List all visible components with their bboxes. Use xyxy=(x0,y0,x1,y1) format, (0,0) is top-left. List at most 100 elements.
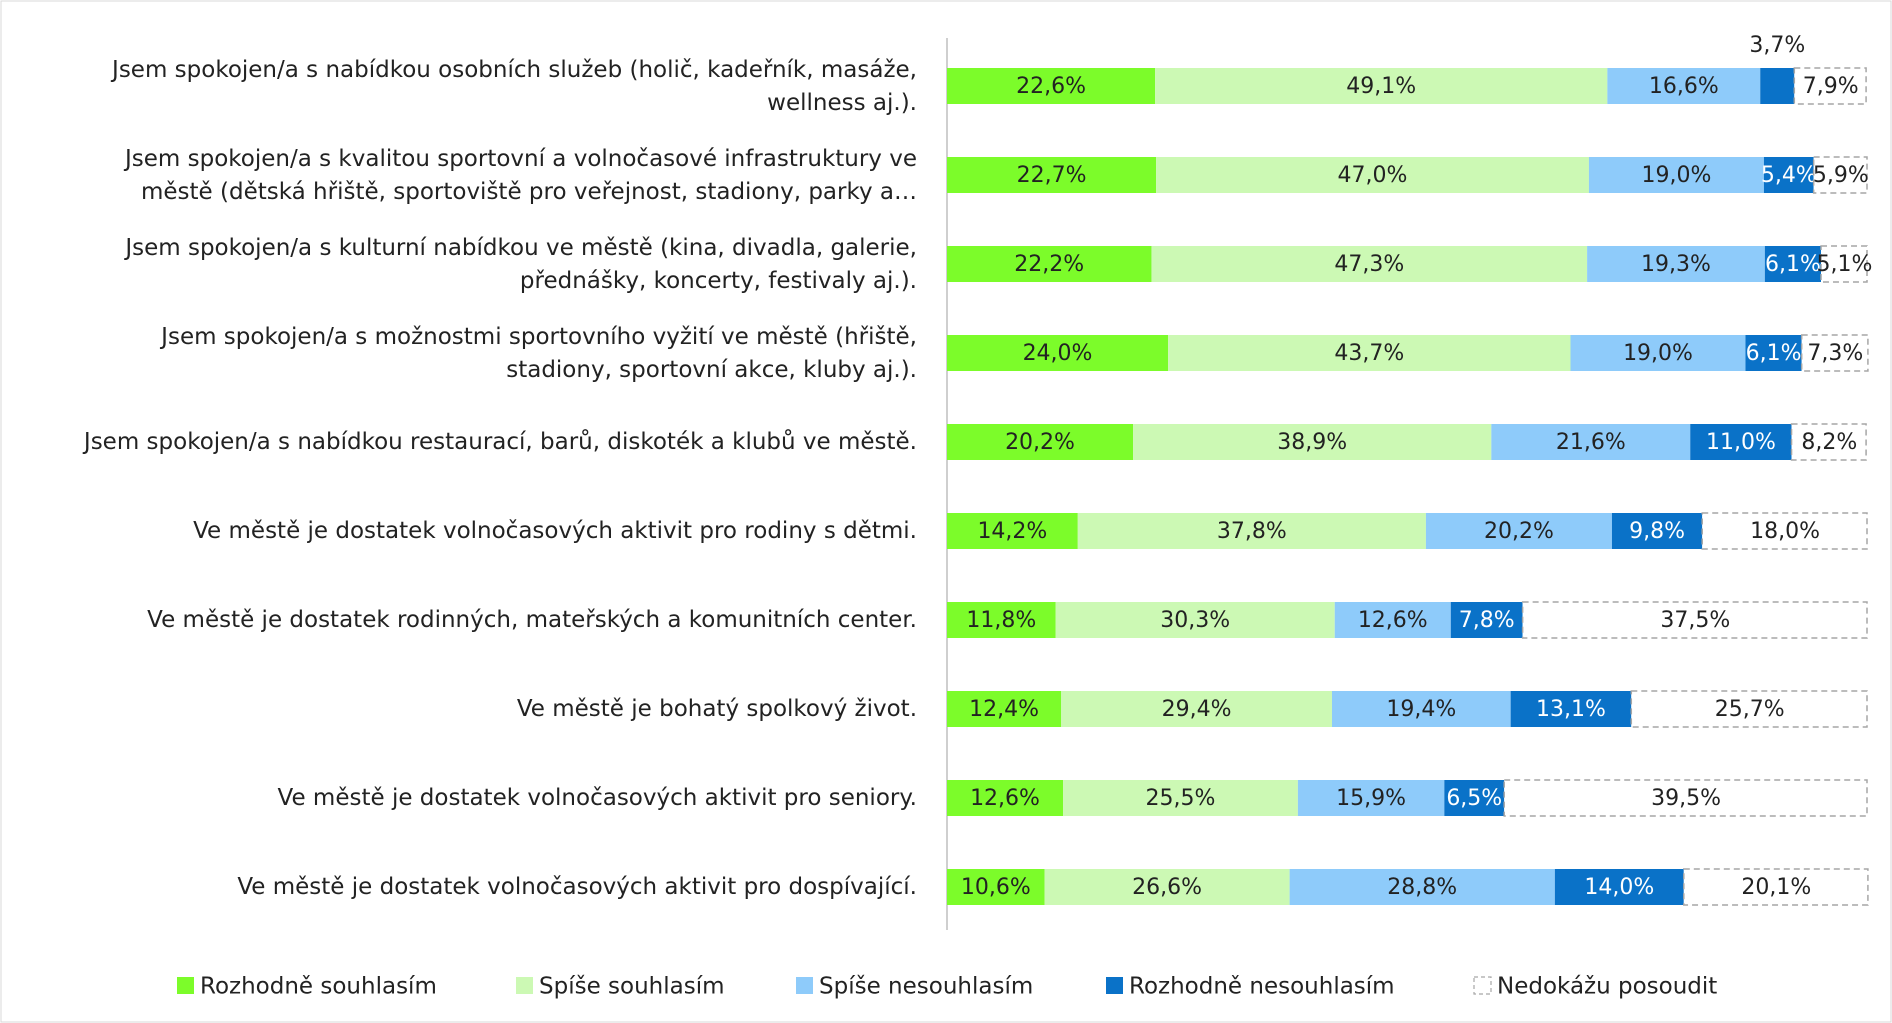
bar-segment xyxy=(1764,246,1822,282)
bar-segment xyxy=(1331,691,1511,727)
bar-segment xyxy=(947,691,1062,727)
value-label: 10,6% xyxy=(961,875,1031,900)
category-label: Jsem spokojen/a s kvalitou sportovní a v… xyxy=(125,145,917,205)
bar-segment xyxy=(1588,157,1764,193)
value-label: 21,6% xyxy=(1556,430,1626,455)
value-label: 37,5% xyxy=(1660,608,1730,633)
category-label: Ve městě je dostatek rodinných, mateřský… xyxy=(147,607,917,634)
value-label: 38,9% xyxy=(1277,430,1347,455)
value-label: 5,1% xyxy=(1817,252,1873,277)
legend-swatch xyxy=(516,977,533,994)
legend-label: Spíše nesouhlasím xyxy=(819,974,1033,1000)
bar-segment xyxy=(1503,779,1868,817)
value-label: 12,6% xyxy=(970,786,1040,811)
bar-segment xyxy=(1450,602,1523,638)
bar-segment xyxy=(947,513,1078,549)
value-label: 18,0% xyxy=(1750,519,1820,544)
value-label: 5,9% xyxy=(1813,163,1869,188)
legend-swatch xyxy=(1106,977,1123,994)
category-label: Ve městě je dostatek volnočasových aktiv… xyxy=(277,785,917,812)
bar-segment xyxy=(1745,335,1802,371)
bar-segment xyxy=(1044,869,1290,905)
bar-segment xyxy=(1168,335,1571,371)
value-label: 47,0% xyxy=(1338,163,1408,188)
value-label: 37,8% xyxy=(1217,519,1287,544)
value-label: 7,8% xyxy=(1459,608,1515,633)
bar-segment xyxy=(1297,780,1445,816)
value-label: 22,6% xyxy=(1016,74,1086,99)
bar-segment xyxy=(947,780,1064,816)
value-label: 13,1% xyxy=(1536,697,1606,722)
value-label: 9,8% xyxy=(1629,519,1685,544)
bar-segment xyxy=(1820,245,1868,283)
bar-segment xyxy=(1063,780,1298,816)
bar-segment xyxy=(1793,67,1867,105)
legend-label: Nedokážu posoudit xyxy=(1497,974,1717,1000)
bar-segment xyxy=(947,602,1056,638)
bar-segment xyxy=(1812,156,1868,194)
value-label: 14,2% xyxy=(977,519,1047,544)
value-label: 20,2% xyxy=(1484,519,1554,544)
category-label: Ve městě je bohatý spolkový život. xyxy=(516,696,917,723)
value-label: 19,3% xyxy=(1641,252,1711,277)
value-label: 29,4% xyxy=(1162,697,1232,722)
value-label: 16,6% xyxy=(1649,74,1719,99)
value-label: 6,1% xyxy=(1765,252,1821,277)
value-label: 20,2% xyxy=(1005,430,1075,455)
bar-segment xyxy=(1425,513,1612,549)
value-label: 22,2% xyxy=(1014,252,1084,277)
bar-segment xyxy=(1444,780,1505,816)
value-label: 22,7% xyxy=(1017,163,1087,188)
value-label: 12,6% xyxy=(1358,608,1428,633)
bar-segment xyxy=(1587,246,1765,282)
value-label: 19,4% xyxy=(1386,697,1456,722)
bar-segment xyxy=(1155,68,1608,104)
bar-segment xyxy=(1133,424,1492,460)
category-label: Jsem spokojen/a s kulturní nabídkou ve m… xyxy=(125,234,917,294)
bar-segment xyxy=(1701,512,1868,550)
category-label: Ve městě je dostatek volnočasových aktiv… xyxy=(193,518,917,545)
value-label: 7,3% xyxy=(1807,341,1863,366)
bar-segment xyxy=(1289,869,1555,905)
value-label: 5,4% xyxy=(1761,163,1817,188)
value-label: 49,1% xyxy=(1346,74,1416,99)
value-label: 14,0% xyxy=(1584,875,1654,900)
value-label: 39,5% xyxy=(1651,786,1721,811)
legend-label: Rozhodně nesouhlasím xyxy=(1129,974,1395,1000)
bar-segment xyxy=(1061,691,1332,727)
legend-swatch xyxy=(177,977,194,994)
value-label: 3,7% xyxy=(1749,33,1805,58)
bar-segment xyxy=(1491,424,1691,460)
bar-segment xyxy=(1800,334,1869,372)
bar-segment xyxy=(947,68,1156,104)
value-label: 28,8% xyxy=(1387,875,1457,900)
value-label: 6,5% xyxy=(1446,786,1502,811)
bar-segment xyxy=(1611,513,1703,549)
value-label: 8,2% xyxy=(1801,430,1857,455)
value-label: 25,7% xyxy=(1715,697,1785,722)
bar-segment xyxy=(947,424,1134,460)
bar-segment xyxy=(1570,335,1746,371)
category-label: Ve městě je dostatek volnočasových aktiv… xyxy=(237,874,917,901)
bar-segment xyxy=(1055,602,1335,638)
bar-segment xyxy=(947,335,1169,371)
value-label: 6,1% xyxy=(1746,341,1802,366)
bar-segment xyxy=(947,157,1157,193)
value-label: 15,9% xyxy=(1336,786,1406,811)
legend-swatch xyxy=(1473,976,1492,995)
value-label: 26,6% xyxy=(1132,875,1202,900)
legend-swatch xyxy=(796,977,813,994)
value-label: 43,7% xyxy=(1334,341,1404,366)
bar-segment xyxy=(1521,601,1868,639)
bar-segment xyxy=(947,869,1045,905)
bar-segment xyxy=(1630,690,1868,728)
bar-segment xyxy=(1690,424,1792,460)
bar-segment xyxy=(1683,868,1869,906)
value-label: 12,4% xyxy=(969,697,1039,722)
bar-segment xyxy=(1763,157,1814,193)
category-label: Jsem spokojen/a s možnostmi sportovního … xyxy=(161,323,917,383)
bar-segment xyxy=(1151,246,1588,282)
value-label: 7,9% xyxy=(1803,74,1859,99)
